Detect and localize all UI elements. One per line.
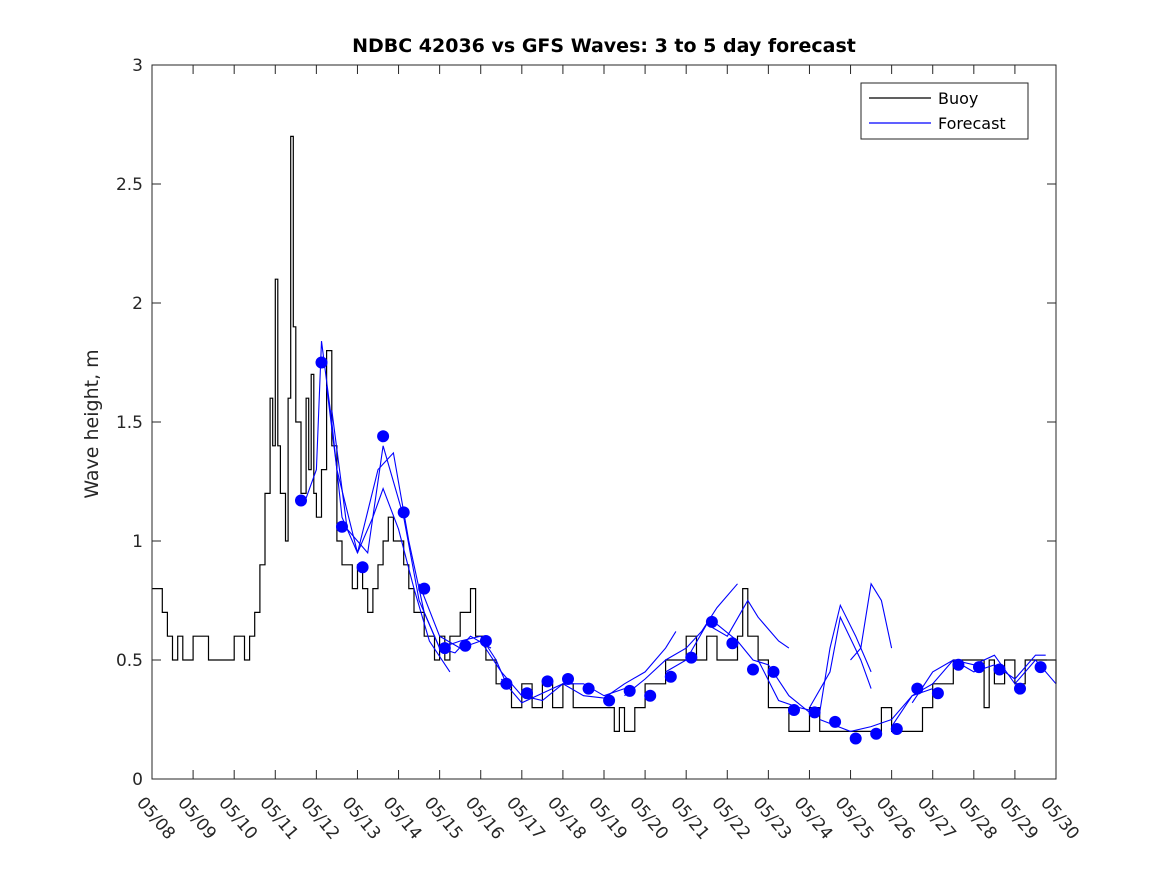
forecast-marker-6 [418,582,431,595]
y-tick-label: 2.5 [116,175,143,195]
forecast-marker-20 [705,615,718,628]
forecast-marker-29 [890,723,903,735]
chart-title: NDBC 42036 vs GFS Waves: 3 to 5 day fore… [352,35,856,57]
forecast-marker-12 [541,675,554,688]
forecast-marker-5 [397,506,410,519]
legend: Buoy Forecast [860,82,1029,140]
legend-label-forecast: Forecast [938,114,1006,133]
forecast-marker-31 [931,687,944,700]
forecast-marker-9 [479,635,492,647]
forecast-marker-35 [1014,682,1026,695]
forecast-marker-1 [315,356,328,369]
y-tick-label: 2 [132,294,143,314]
y-tick-label: 1.5 [116,413,143,433]
forecast-marker-34 [993,663,1006,676]
forecast-marker-10 [500,677,513,690]
forecast-marker-2 [336,520,348,533]
legend-box [860,82,1029,140]
forecast-marker-19 [685,651,698,664]
series-forecast-run-10 [850,582,893,661]
forecast-marker-23 [767,665,780,678]
forecast-marker-4 [377,430,390,443]
forecast-marker-18 [664,670,677,683]
y-tick-label: 1 [132,532,143,552]
forecast-marker-8 [459,639,472,652]
forecast-marker-21 [726,637,739,650]
forecast-marker-27 [849,732,862,745]
forecast-marker-7 [438,642,451,655]
forecast-marker-26 [829,715,842,728]
forecast-marker-25 [808,706,821,719]
series-buoy-line [152,135,1057,732]
series-forecast-run-5 [624,583,738,697]
legend-label-buoy: Buoy [938,89,978,108]
forecast-marker-36 [1034,661,1047,674]
y-axis-label: Wave height, m [81,349,103,498]
forecast-marker-28 [870,727,883,740]
forecast-marker-32 [952,658,965,671]
forecast-marker-14 [582,682,595,695]
y-tick-label: 0 [132,770,143,790]
forecast-marker-15 [603,694,616,707]
series-forecast-run-9 [809,615,872,708]
forecast-marker-30 [911,682,924,695]
forecast-marker-0 [295,494,307,507]
series-forecast-run-11 [819,688,933,732]
forecast-marker-16 [623,684,636,697]
y-tick-label: 3 [132,56,143,76]
y-tick-label: 0.5 [116,651,143,671]
forecast-marker-13 [562,673,574,685]
forecast-marker-33 [973,661,985,674]
forecast-marker-3 [356,561,369,574]
forecast-marker-24 [788,704,800,716]
forecast-marker-11 [521,687,533,700]
forecast-marker-22 [747,663,759,676]
series-forecast-run-4 [500,631,677,704]
forecast-marker-17 [644,689,657,702]
